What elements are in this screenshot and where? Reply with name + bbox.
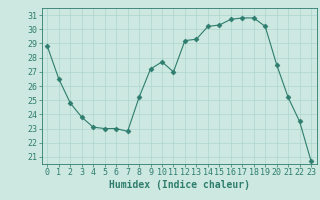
X-axis label: Humidex (Indice chaleur): Humidex (Indice chaleur) — [109, 180, 250, 190]
